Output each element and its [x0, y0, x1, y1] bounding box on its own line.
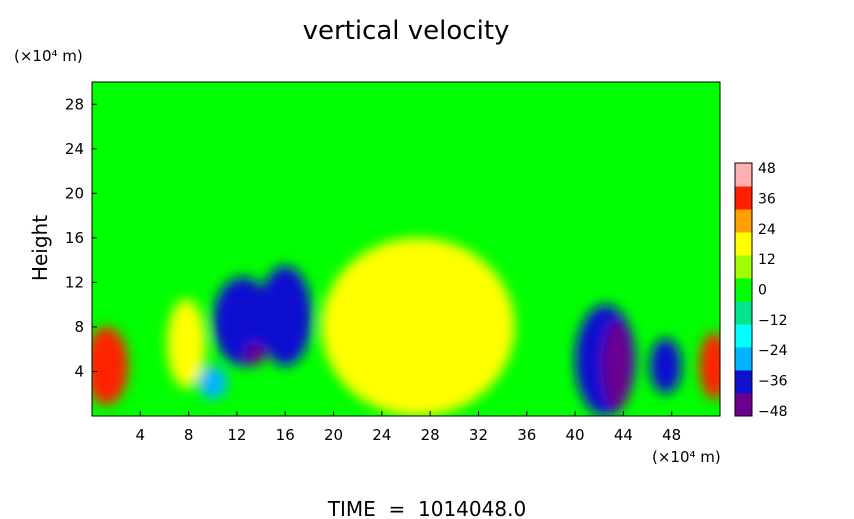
colorbar-tick-label: 36 — [758, 191, 776, 207]
y-tick-label: 4 — [74, 362, 84, 380]
colorbar-tick-label: 12 — [758, 252, 776, 268]
colorbar-swatch — [735, 393, 752, 417]
colorbar-swatch — [735, 370, 752, 394]
heatmap-cell — [602, 321, 632, 411]
x-tick-label: 12 — [227, 426, 246, 444]
heatmap-cell — [198, 365, 228, 400]
colorbar-tick-label: −48 — [758, 404, 788, 420]
y-unit-label: (×10⁴ m) — [14, 47, 83, 65]
y-tick-label: 12 — [65, 273, 84, 291]
colorbar-swatch — [735, 232, 752, 256]
colorbar-tick-label: 24 — [758, 222, 776, 238]
heatmap-cell — [166, 299, 206, 389]
y-tick-label: 28 — [65, 95, 84, 113]
heatmap-cell — [699, 332, 720, 400]
colorbar-swatch — [735, 347, 752, 371]
heatmap-cell — [92, 326, 129, 405]
y-tick-label: 20 — [65, 184, 84, 202]
x-tick-label: 20 — [324, 426, 343, 444]
colorbar-tick-label: 48 — [758, 161, 776, 177]
heatmap-plot-area — [91, 81, 721, 417]
colorbar-swatch — [735, 278, 752, 302]
x-tick-label: 8 — [184, 426, 194, 444]
x-tick-label: 44 — [614, 426, 633, 444]
x-tick-label: 32 — [469, 426, 488, 444]
colorbar-swatch — [735, 186, 752, 210]
plot-frame — [91, 81, 721, 417]
heatmap-cell — [212, 276, 274, 366]
x-tick-label: 48 — [662, 426, 681, 444]
colorbar-tick-label: −36 — [758, 374, 788, 390]
heatmap-cell — [649, 338, 682, 394]
x-tick-label: 40 — [566, 426, 585, 444]
y-tick-label: 16 — [65, 229, 84, 247]
y-tick-label: 8 — [74, 318, 84, 336]
colorbar-swatch — [735, 209, 752, 233]
heatmap-cell — [258, 265, 312, 366]
x-tick-label: 4 — [136, 426, 146, 444]
y-axis-label: Height — [28, 215, 52, 281]
colorbar-swatch — [735, 163, 752, 187]
time-label: TIME = 1014048.0 — [327, 497, 526, 519]
x-tick-label: 16 — [276, 426, 295, 444]
heatmap-cell — [321, 237, 515, 416]
x-unit-label: (×10⁴ m) — [652, 448, 721, 466]
x-axis-ticks: 4 8 12 16 20 24 28 32 36 40 44 48 — [136, 411, 681, 444]
colorbar-swatch — [735, 324, 752, 348]
colorbar-swatch — [735, 301, 752, 325]
colorbar-frame — [734, 162, 753, 417]
y-axis-ticks: 4 8 12 16 20 24 28 — [65, 95, 97, 380]
chart-title: vertical velocity — [303, 16, 510, 46]
x-tick-label: 36 — [517, 426, 536, 444]
colorbar-swatch — [735, 255, 752, 279]
colorbar-tick-label: −24 — [758, 343, 788, 359]
colorbar-tick-label: −12 — [758, 313, 788, 329]
y-tick-label: 24 — [65, 140, 84, 158]
x-tick-label: 24 — [372, 426, 391, 444]
x-tick-label: 28 — [421, 426, 440, 444]
heatmap-cell — [245, 343, 265, 366]
colorbar: 48 36 24 12 0 −12 −24 −36 −48 — [734, 161, 788, 420]
colorbar-tick-label: 0 — [758, 283, 767, 299]
